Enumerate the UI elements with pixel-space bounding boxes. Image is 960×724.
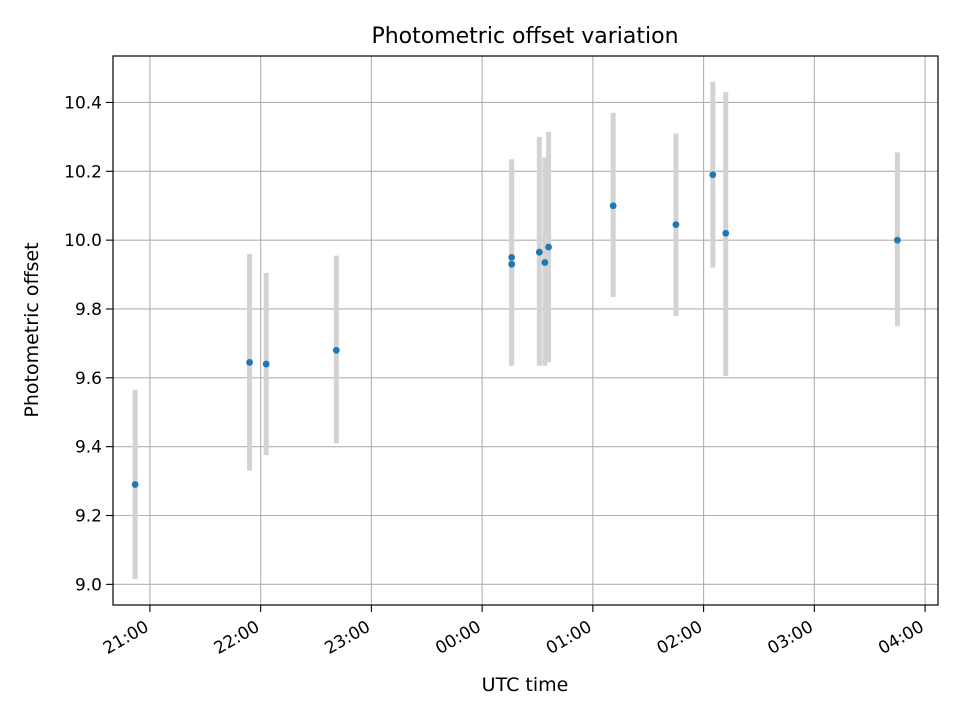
plot-frame bbox=[112, 55, 939, 606]
data-point bbox=[246, 358, 253, 366]
data-point bbox=[672, 221, 680, 229]
data-point bbox=[541, 259, 549, 266]
data-point bbox=[893, 236, 901, 244]
data-point bbox=[332, 346, 340, 354]
data-point bbox=[262, 360, 270, 368]
data-points bbox=[131, 171, 901, 488]
y-tick-label: 9.8 bbox=[75, 300, 102, 320]
data-point bbox=[609, 202, 617, 210]
y-axis-ticks: 9.0 9.2 9.4 9.6 9.8 10.0 10.2 10.4 bbox=[64, 93, 113, 595]
data-point bbox=[508, 260, 516, 268]
y-tick-label: 10.2 bbox=[64, 162, 102, 182]
data-point bbox=[131, 481, 139, 488]
y-tick-label: 9.6 bbox=[75, 369, 102, 389]
data-point bbox=[709, 171, 717, 179]
y-tick-label: 10.4 bbox=[64, 93, 102, 113]
grid bbox=[113, 56, 938, 605]
data-point bbox=[535, 248, 543, 256]
y-tick-label: 10.0 bbox=[64, 231, 102, 251]
x-axis-label: UTC time bbox=[482, 674, 569, 696]
data-point bbox=[722, 229, 730, 237]
chart-title: Photometric offset variation bbox=[371, 24, 678, 49]
data-point bbox=[508, 253, 516, 261]
data-point bbox=[545, 243, 552, 251]
y-tick-label: 9.0 bbox=[75, 575, 102, 595]
y-tick-label: 9.2 bbox=[75, 507, 102, 527]
y-axis-label: Photometric offset bbox=[21, 242, 43, 417]
y-tick-label: 9.4 bbox=[75, 438, 102, 458]
